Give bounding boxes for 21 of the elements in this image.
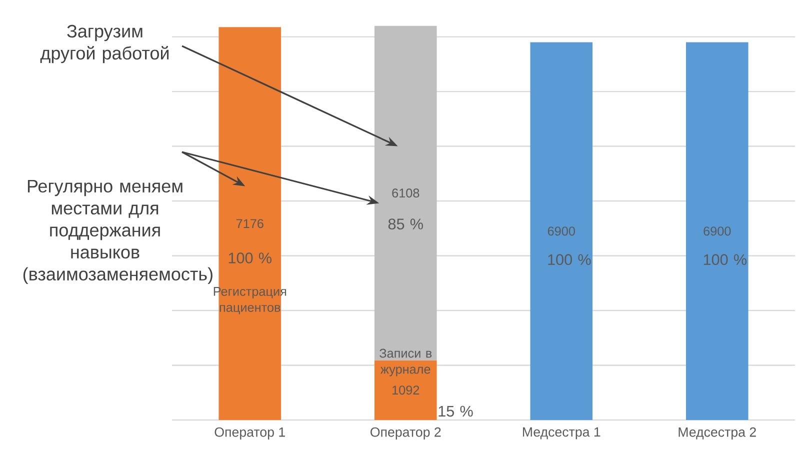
x-tick-label: Медсестра 2: [678, 427, 756, 440]
bar: [374, 360, 437, 420]
bar: [530, 42, 593, 420]
x-tick-label: Оператор 2: [370, 427, 441, 440]
data-label: 1092: [392, 386, 420, 395]
annotation: 15 %: [438, 406, 473, 417]
data-label: 7176: [236, 219, 264, 228]
annotation: 100 %: [548, 254, 591, 266]
bar: [686, 42, 748, 420]
x-tick-label: Оператор 1: [214, 427, 285, 440]
x-tick-label: Медсестра 1: [522, 427, 600, 440]
text: Загрузим другой работой: [40, 24, 169, 64]
annotation: 85 %: [388, 218, 423, 230]
annotation: 100 %: [704, 254, 747, 266]
data-label: 6108: [392, 188, 420, 198]
bar: [374, 26, 437, 360]
annotation: 100 %: [228, 252, 272, 264]
annotation: Регулярно меняем местами для поддержания навыков (взаимозаменяемость): [23, 180, 212, 284]
data-label: 6900: [704, 226, 731, 236]
data-label: 6900: [548, 226, 575, 236]
annotation: Записи в журнале: [380, 348, 432, 376]
